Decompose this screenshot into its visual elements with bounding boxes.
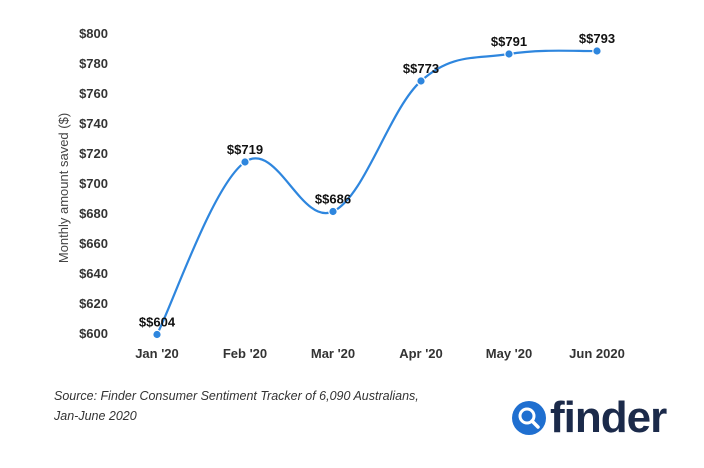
y-tick-label: $640 <box>79 266 108 281</box>
y-tick-label: $620 <box>79 296 108 311</box>
y-tick-label: $600 <box>79 326 108 341</box>
data-label: $$793 <box>579 31 615 46</box>
y-tick-label: $780 <box>79 56 108 71</box>
data-point <box>416 76 426 86</box>
y-tick-label: $740 <box>79 116 108 131</box>
data-point <box>592 46 602 56</box>
data-point <box>504 49 514 59</box>
y-tick-label: $660 <box>79 236 108 251</box>
data-label: $$686 <box>315 192 351 207</box>
series-line <box>156 49 598 335</box>
data-point <box>152 329 162 340</box>
source-line-1: Source: Finder Consumer Sentiment Tracke… <box>54 389 419 403</box>
data-label: $$791 <box>491 34 527 49</box>
x-tick-label: Jan '20 <box>135 346 179 361</box>
data-point <box>328 206 338 217</box>
y-tick-label: $700 <box>79 176 108 191</box>
logo-wordmark: finder <box>550 393 667 442</box>
data-label: $$719 <box>227 142 263 157</box>
markers <box>152 46 602 340</box>
source-line-2: Jan-June 2020 <box>54 409 137 423</box>
x-tick-label: Feb '20 <box>223 346 267 361</box>
line-chart: Monthly amount saved ($) $600 $620 $640 $66… <box>56 26 625 361</box>
data-point <box>240 157 250 167</box>
source-note: Source: Finder Consumer Sentiment Tracke… <box>54 386 474 426</box>
y-tick-label: $760 <box>79 86 108 101</box>
x-tick-label: Apr '20 <box>399 346 443 361</box>
y-axis-label: Monthly amount saved ($) <box>56 113 71 263</box>
data-labels: $$604 $$719 $$686 $$773 $$791 $$793 <box>139 31 615 330</box>
y-tick-label: $680 <box>79 206 108 221</box>
x-tick-label: Mar '20 <box>311 346 355 361</box>
y-tick-label: $720 <box>79 146 108 161</box>
y-tick-label: $800 <box>79 26 108 41</box>
finder-logo: finder <box>512 393 667 442</box>
data-label: $$604 <box>139 315 176 330</box>
search-icon <box>512 401 546 435</box>
y-ticks: $600 $620 $640 $660 $680 $700 $720 $740 $760 $780… <box>79 26 108 341</box>
data-label: $$773 <box>403 61 439 76</box>
x-tick-label: Jun 2020 <box>569 346 625 361</box>
x-tick-label: May '20 <box>486 346 532 361</box>
x-ticks: Jan '20 Feb '20 Mar '20 Apr '20 May '20 Jun 2… <box>135 346 625 361</box>
